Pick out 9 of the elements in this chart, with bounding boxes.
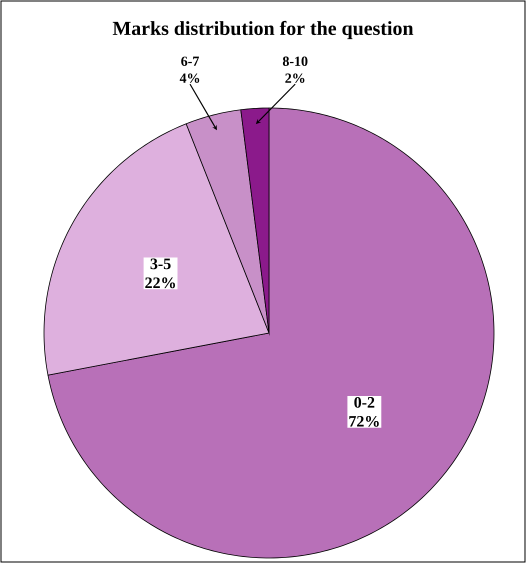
slice-label: 0-2 <box>354 397 374 408</box>
slice-label: 6-7 <box>181 56 199 66</box>
data-label: 22% <box>145 277 175 288</box>
data-label: 4% <box>180 73 200 83</box>
slice-label: 8-10 <box>282 56 308 66</box>
data-label: 2% <box>285 73 304 83</box>
data-label: 72% <box>349 416 379 427</box>
chart-title: Marks distribution for the question <box>112 20 414 40</box>
slice-label: 3-5 <box>150 258 171 270</box>
